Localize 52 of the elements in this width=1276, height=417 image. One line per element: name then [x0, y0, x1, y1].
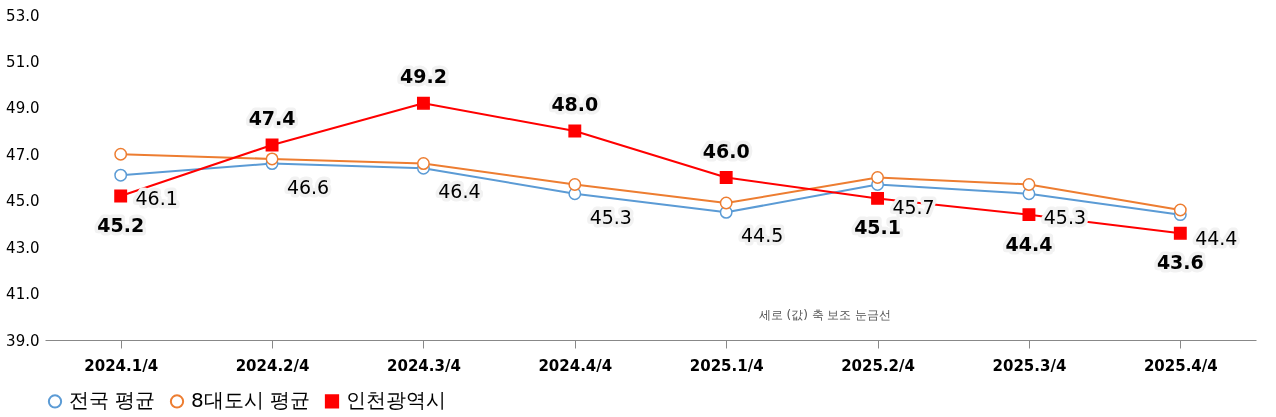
point	[568, 124, 582, 138]
y-tick-label: 53.0	[6, 6, 40, 25]
legend-label: 인천광역시	[346, 388, 446, 413]
data-label: 45.7	[892, 196, 935, 219]
point	[265, 138, 279, 152]
point	[871, 191, 885, 205]
point	[114, 168, 128, 182]
x-tick-label: 2024.4/4	[538, 356, 613, 375]
data-label: 47.4	[248, 107, 296, 129]
data-label: 49.2	[399, 65, 447, 88]
data-label: 48.0	[551, 93, 599, 116]
point	[114, 189, 128, 203]
legend-label: 전국 평균	[69, 388, 156, 413]
x-tick-label: 2025.2/4	[841, 356, 915, 375]
point	[719, 171, 733, 184]
point	[114, 147, 128, 161]
data-label: 44.5	[741, 224, 784, 247]
y-tick-label: 49.0	[6, 99, 40, 118]
data-label: 45.1	[854, 216, 902, 239]
point	[416, 157, 430, 171]
point	[265, 152, 279, 166]
x-tick-label: 2025.1/4	[689, 356, 764, 375]
data-label: 46.4	[438, 180, 481, 203]
point	[871, 171, 885, 184]
x-tick-label: 2025.3/4	[992, 356, 1067, 375]
data-label: 44.4	[1195, 226, 1238, 249]
data-label: 46.0	[702, 139, 750, 162]
annotation: 세로 (값) 축 보조 눈금선	[758, 308, 892, 322]
data-label: 44.4	[1005, 232, 1053, 255]
data-label: 45.2	[97, 214, 145, 237]
point	[1022, 178, 1036, 191]
point	[1173, 203, 1187, 217]
legend-label: 8대도시 평균	[191, 388, 311, 413]
y-tick-label: 41.0	[6, 285, 40, 304]
point	[719, 196, 733, 210]
point	[1022, 208, 1036, 222]
y-tick-label: 43.0	[6, 238, 40, 257]
point	[568, 178, 582, 191]
x-tick-label: 2024.1/4	[84, 356, 159, 375]
x-tick-label: 2024.2/4	[235, 356, 310, 375]
data-label: 46.6	[286, 175, 330, 198]
y-tick-label: 45.0	[6, 192, 40, 211]
y-tick-label: 39.0	[6, 331, 40, 350]
data-label: 43.6	[1156, 251, 1204, 274]
y-tick-label: 51.0	[6, 52, 40, 71]
data-label: 46.1	[135, 187, 178, 210]
data-label: 45.3	[589, 205, 632, 228]
x-tick-label: 2024.3/4	[387, 356, 461, 375]
x-tick-label: 2025.4/4	[1143, 356, 1218, 375]
point	[1173, 226, 1187, 240]
y-tick-label: 47.0	[6, 145, 40, 164]
point	[416, 96, 430, 110]
